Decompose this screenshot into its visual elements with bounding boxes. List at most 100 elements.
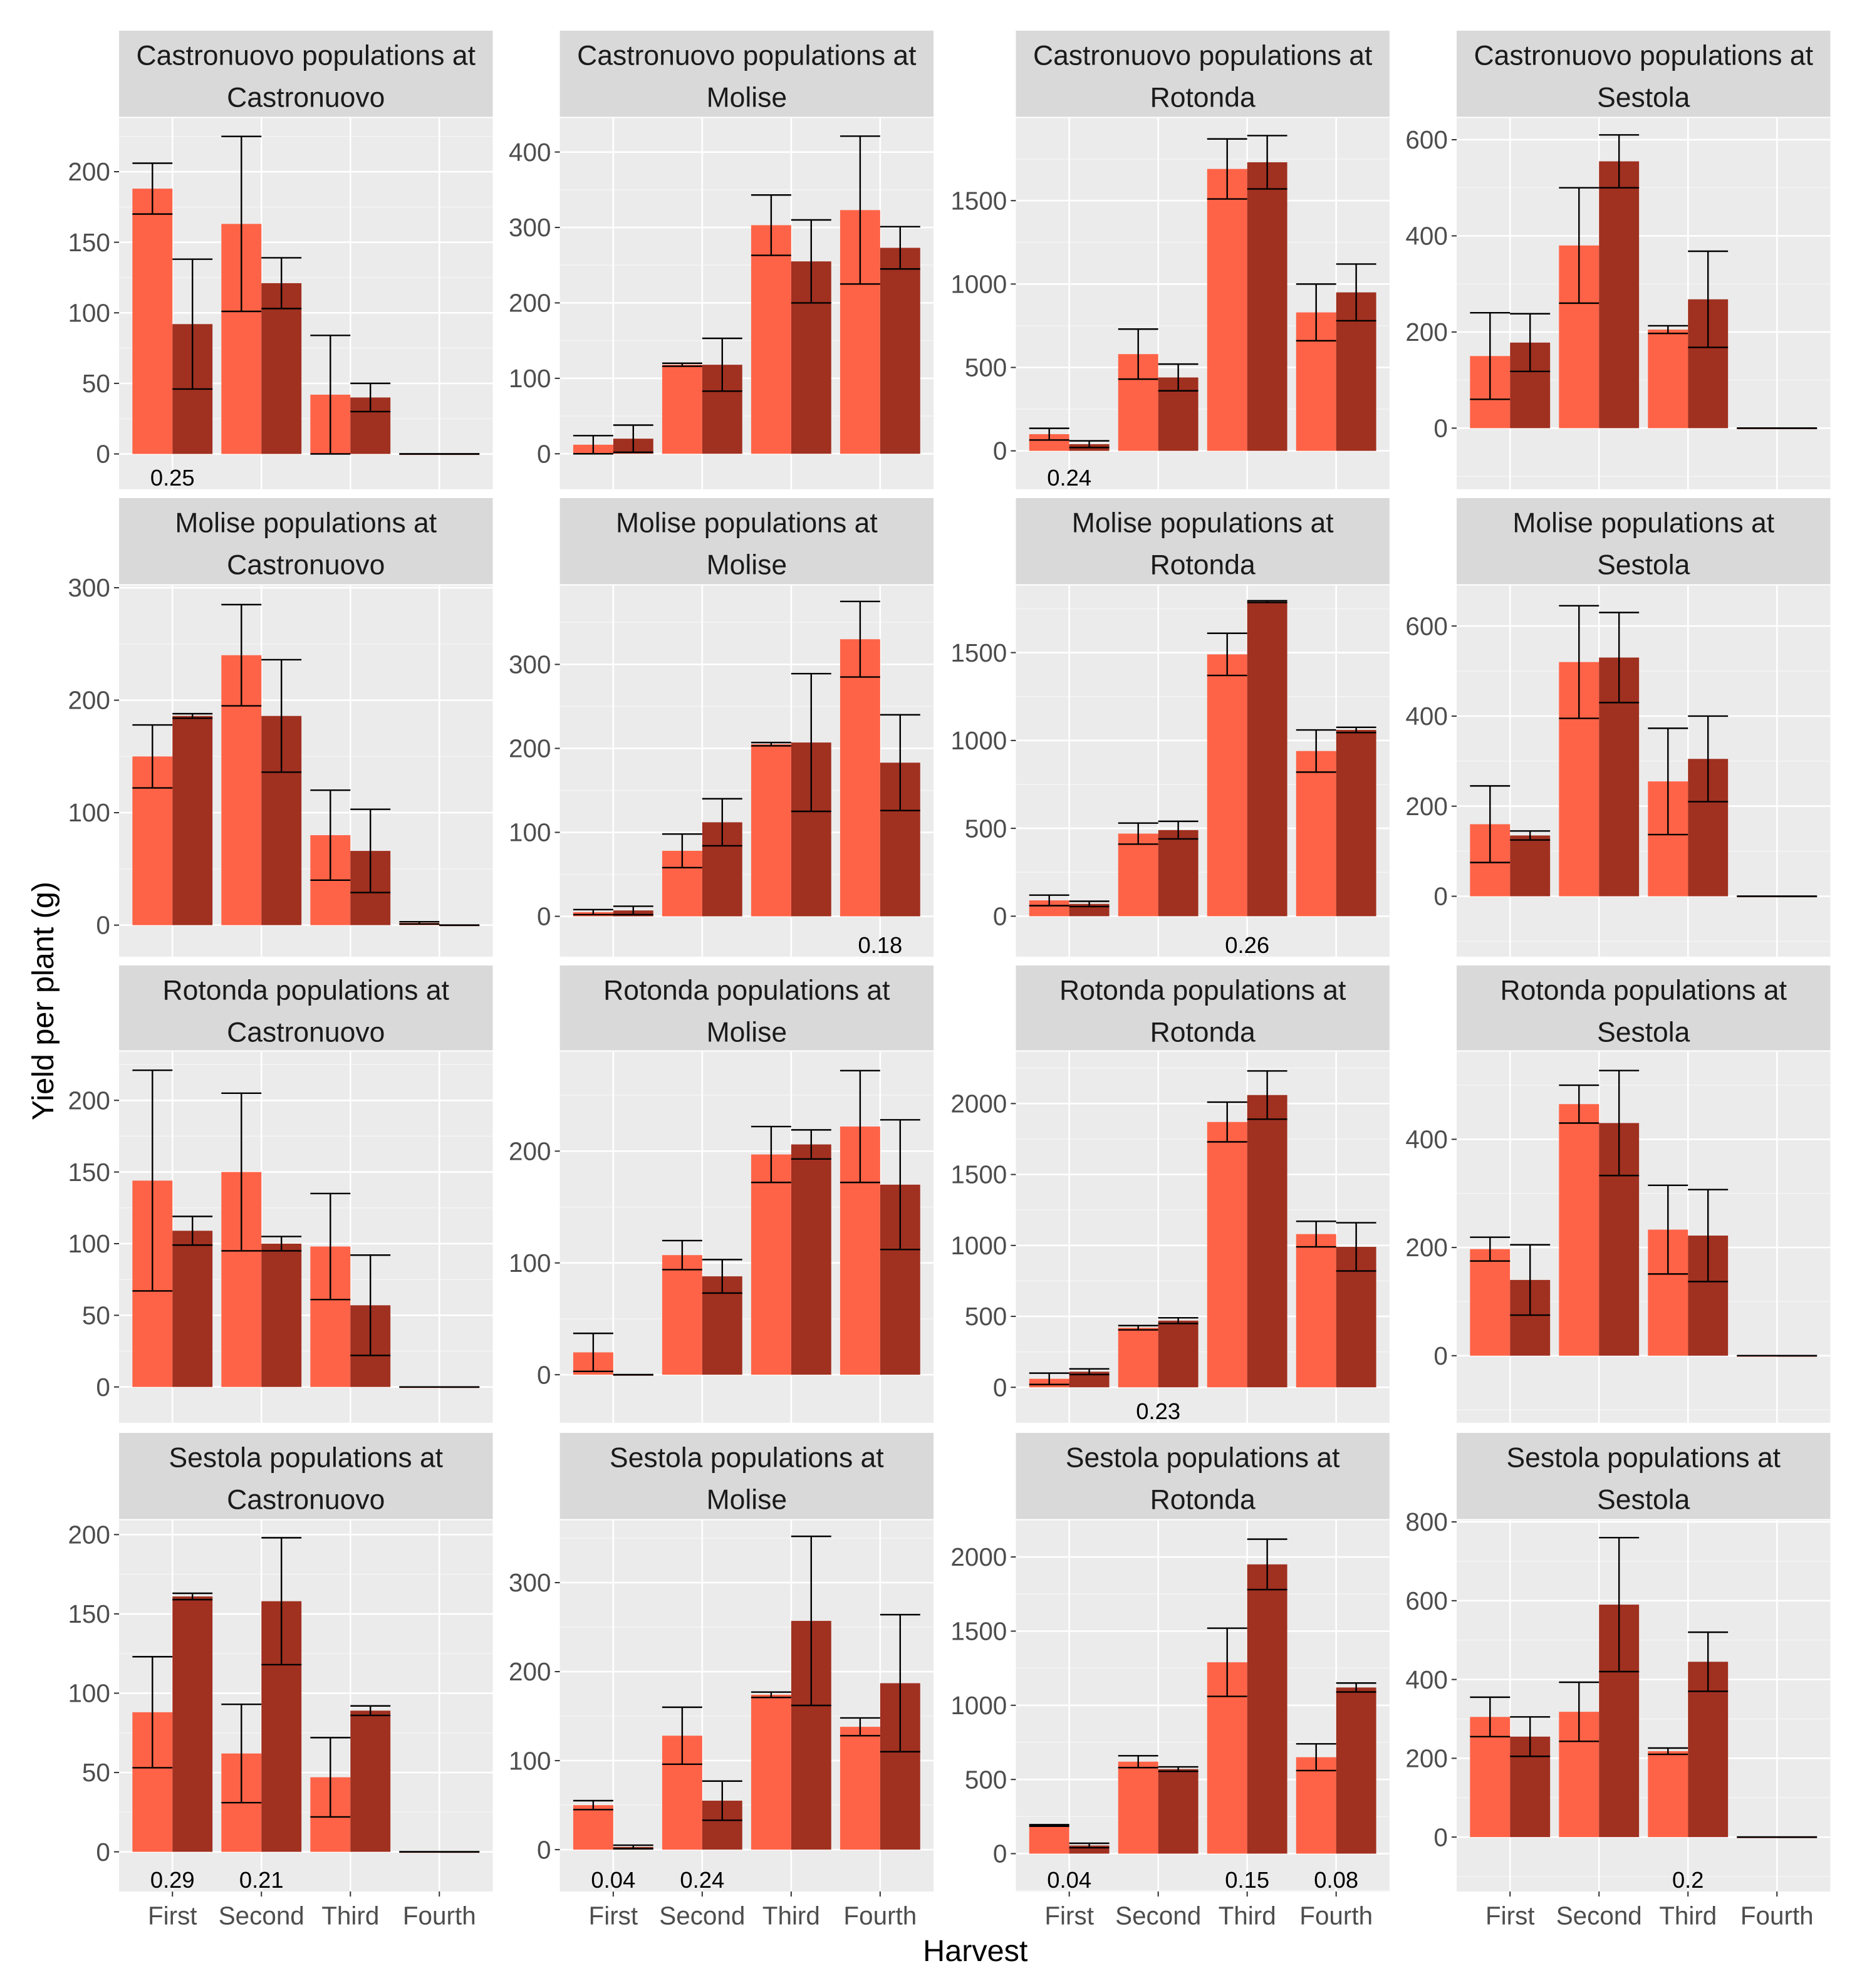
y-tick-label: 1000 xyxy=(950,1231,1007,1260)
x-tick-label: Second xyxy=(219,1901,304,1930)
y-tick-label: 200 xyxy=(509,734,551,763)
facet-title-line2: Castronuovo xyxy=(227,1017,385,1048)
facet-strip xyxy=(1016,1433,1390,1519)
y-tick-label: 150 xyxy=(68,228,110,257)
x-axis-title: Harvest xyxy=(923,1934,1028,1968)
significance-annotation: 0.04 xyxy=(1047,1867,1091,1893)
facet-panel: Sestola populations at Molise 0 100 200 300 0.… xyxy=(509,1433,934,1930)
y-tick-label: 1500 xyxy=(950,1617,1007,1646)
y-tick-label: 100 xyxy=(68,298,110,327)
facet-panel: Molise populations at Rotonda 0 500 1000 1500… xyxy=(950,497,1390,958)
y-tick-label: 1500 xyxy=(950,1160,1007,1189)
x-tick-label: Second xyxy=(1556,1901,1642,1930)
significance-annotation: 0.2 xyxy=(1672,1867,1704,1893)
facet-title-line1: Rotonda populations at xyxy=(603,976,890,1006)
y-tick-label: 100 xyxy=(68,1229,110,1258)
bar-series-1 xyxy=(1296,751,1336,917)
y-tick-label: 0 xyxy=(537,1360,551,1389)
y-tick-label: 400 xyxy=(1405,702,1447,731)
facet-title-line1: Molise populations at xyxy=(1512,508,1774,539)
facet-title-line2: Rotonda xyxy=(1150,82,1256,113)
facet-strip xyxy=(1016,30,1390,117)
facet-title-line2: Molise xyxy=(707,1017,788,1048)
y-tick-label: 0 xyxy=(537,1835,551,1864)
y-tick-label: 100 xyxy=(509,1746,551,1775)
y-tick-label: 100 xyxy=(509,364,551,393)
bar-series-1 xyxy=(662,365,702,454)
facet-title-line1: Sestola populations at xyxy=(610,1443,884,1474)
bar-series-1 xyxy=(840,1727,880,1850)
facet-panel: Sestola populations at Sestola 0 200 400 600 8… xyxy=(1405,1433,1831,1930)
y-tick-label: 0 xyxy=(537,902,551,931)
facet-panel: Molise populations at Molise 0 100 200 300 0.1… xyxy=(509,497,934,958)
bar-series-2 xyxy=(261,1243,302,1387)
facet-title-line2: Rotonda xyxy=(1150,549,1256,580)
facet-title-line2: Castronuovo xyxy=(227,1484,385,1515)
facet-title-line1: Molise populations at xyxy=(616,508,878,539)
y-tick-label: 400 xyxy=(1405,1125,1447,1154)
y-tick-label: 300 xyxy=(68,573,110,602)
plot-background xyxy=(1457,585,1831,957)
y-tick-label: 0 xyxy=(1433,1341,1447,1370)
bar-series-1 xyxy=(1118,1328,1158,1388)
y-tick-label: 0 xyxy=(993,437,1007,466)
y-tick-label: 100 xyxy=(68,1679,110,1708)
facet-panel: Castronuovo populations at Castronuovo 0 50… xyxy=(68,30,493,491)
significance-annotation: 0.24 xyxy=(1047,465,1091,491)
x-tick-label: First xyxy=(148,1901,197,1930)
bar-series-2 xyxy=(1510,835,1551,897)
facet-strip xyxy=(559,965,934,1051)
bar-series-2 xyxy=(1336,1687,1376,1854)
y-tick-label: 200 xyxy=(1405,318,1447,346)
x-tick-label: Fourth xyxy=(1299,1901,1373,1930)
bar-series-2 xyxy=(172,1596,213,1852)
bar-series-1 xyxy=(132,189,173,454)
facet-title-line2: Sestola xyxy=(1597,549,1690,580)
bar-series-1 xyxy=(1118,1761,1158,1854)
y-tick-label: 200 xyxy=(68,686,110,715)
bar-series-2 xyxy=(1247,1564,1287,1854)
y-tick-label: 500 xyxy=(965,353,1007,382)
y-tick-label: 1500 xyxy=(950,186,1007,215)
y-tick-label: 50 xyxy=(82,1301,110,1330)
y-tick-label: 0 xyxy=(1433,882,1447,911)
y-tick-label: 0 xyxy=(993,902,1007,930)
y-tick-label: 1000 xyxy=(950,270,1007,299)
y-tick-label: 1000 xyxy=(950,726,1007,755)
facet-strip xyxy=(559,497,934,585)
facet-strip xyxy=(1457,1433,1831,1519)
y-tick-label: 300 xyxy=(509,213,551,242)
plot-background xyxy=(1457,118,1831,489)
facet-strip xyxy=(559,1433,934,1519)
bar-series-1 xyxy=(1029,1825,1069,1854)
bar-series-2 xyxy=(1336,730,1376,917)
y-tick-label: 2000 xyxy=(950,1090,1007,1118)
bar-series-1 xyxy=(1559,1104,1599,1356)
bar-series-2 xyxy=(1247,1095,1287,1388)
significance-annotation: 0.21 xyxy=(239,1867,284,1893)
facet-title-line1: Rotonda populations at xyxy=(163,976,450,1006)
significance-annotation: 0.29 xyxy=(150,1867,195,1893)
y-tick-label: 200 xyxy=(509,1137,551,1165)
plot-background xyxy=(1457,1051,1831,1423)
bar-series-2 xyxy=(350,1710,391,1852)
significance-annotation: 0.24 xyxy=(680,1867,724,1893)
facet-strip xyxy=(1016,497,1390,585)
facet-strip xyxy=(559,30,934,117)
bar-series-2 xyxy=(172,1231,213,1387)
y-tick-label: 50 xyxy=(82,369,110,398)
y-tick-label: 0 xyxy=(96,911,110,940)
facet-panel: Castronuovo populations at Molise 0 100 200 3… xyxy=(509,30,934,489)
y-tick-label: 200 xyxy=(68,1086,110,1115)
y-tick-label: 2000 xyxy=(950,1543,1007,1571)
y-tick-label: 100 xyxy=(509,1249,551,1278)
y-tick-label: 600 xyxy=(1405,611,1447,640)
bar-series-1 xyxy=(1296,1757,1336,1854)
bar-series-2 xyxy=(1247,601,1287,917)
significance-annotation: 0.18 xyxy=(858,932,902,958)
bar-series-1 xyxy=(751,1154,791,1375)
facet-strip xyxy=(1016,965,1390,1051)
bar-series-2 xyxy=(1247,162,1287,451)
facet-strip xyxy=(119,30,493,117)
